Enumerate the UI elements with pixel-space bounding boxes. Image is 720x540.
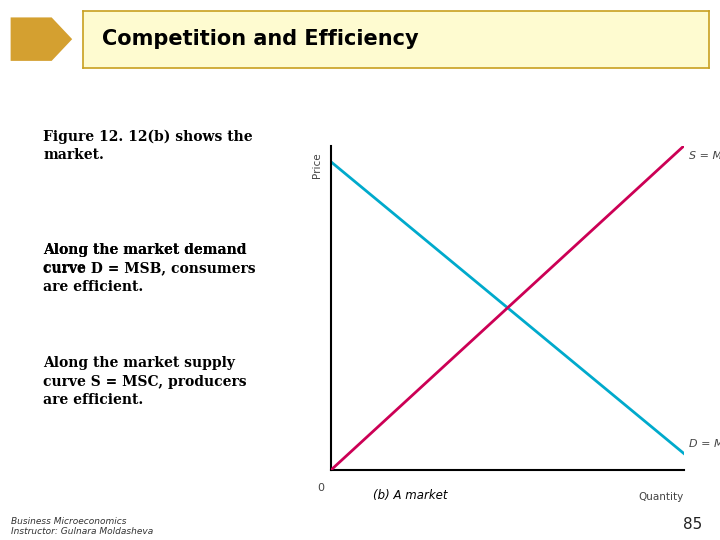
Text: D = MSB: D = MSB [689,439,720,449]
Text: Competition and Efficiency: Competition and Efficiency [102,29,418,49]
Text: Along the market demand
curve ​​​​​​​​​​D = MSB, consumers
are efficient.: Along the market demand curve ​​​​​​​​​​… [43,243,256,294]
Text: Instructor: Gulnara Moldasheva: Instructor: Gulnara Moldasheva [11,526,153,536]
Text: (b) A market: (b) A market [373,489,448,502]
Text: Business Microeconomics: Business Microeconomics [11,517,126,526]
Text: Quantity: Quantity [639,492,684,503]
Text: Price: Price [312,152,322,178]
Text: 0: 0 [317,483,324,493]
Text: 85: 85 [683,517,702,532]
Text: Along the market demand
curve: Along the market demand curve [43,243,247,275]
Polygon shape [11,17,72,61]
Text: S = MSC: S = MSC [689,151,720,160]
Text: Along the market supply
curve S = MSC, producers
are efficient.: Along the market supply curve S = MSC, p… [43,356,247,407]
Text: Figure 12. 12(b) shows the
market.: Figure 12. 12(b) shows the market. [43,130,253,163]
